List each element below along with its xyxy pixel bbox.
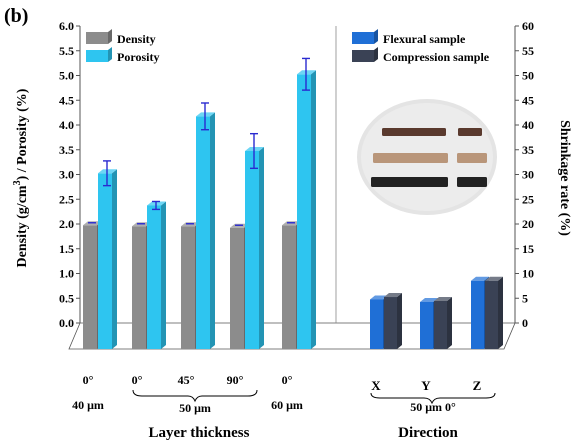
right-tick-label: 45 — [522, 93, 534, 107]
right-group-brace — [370, 392, 496, 405]
right-tick-label: 55 — [522, 44, 534, 58]
sample-photo — [357, 99, 497, 215]
left-tick-label: 0.0 — [59, 316, 74, 330]
legend-flexural-swatch — [352, 32, 374, 44]
right-tick-label: 10 — [522, 267, 534, 281]
compression-bar-top — [384, 293, 402, 298]
right-tick-label: 25 — [522, 192, 534, 206]
flexural-bar — [471, 280, 484, 349]
compression-bar — [485, 280, 498, 349]
compression-bar-top — [434, 296, 452, 301]
left-tick-label: 2.5 — [59, 192, 74, 206]
left-tick-label: 5.5 — [59, 44, 74, 58]
legend-porosity-swatch — [86, 50, 108, 62]
legend-flexural-label: Flexural sample — [383, 32, 466, 46]
left-x-axis-title: Layer thickness — [149, 425, 250, 441]
category-sublabel: 60 μm — [271, 398, 303, 412]
category-label: 0° — [83, 373, 94, 387]
right-axis-title: Shrinkage rate (%) — [557, 120, 572, 236]
porosity-bar — [245, 151, 259, 349]
category-sublabel: 40 μm — [72, 398, 104, 412]
right-tick-label: 5 — [522, 291, 528, 305]
left-tick-label: 6.0 — [59, 19, 74, 33]
direction-label: Y — [421, 378, 431, 393]
panel-label: (b) — [4, 5, 28, 27]
density-bar — [181, 226, 195, 349]
left-tick-label: 3.0 — [59, 168, 74, 182]
compression-bar-top — [485, 276, 503, 281]
category-label: 0° — [282, 373, 293, 387]
right-tick-label: 30 — [522, 168, 534, 182]
direction-label: Z — [473, 378, 482, 393]
direction-label: X — [371, 378, 381, 393]
category-label: 0° — [132, 373, 143, 387]
category-label: 90° — [227, 373, 244, 387]
compression-bar-side — [397, 293, 402, 349]
left-tick-label: 4.0 — [59, 118, 74, 132]
right-tick-label: 20 — [522, 217, 534, 231]
legend-porosity-swatch-side — [108, 47, 112, 62]
compression-bar — [384, 297, 397, 349]
left-group-brace — [132, 389, 258, 403]
flexural-bar-top — [420, 297, 438, 302]
legend-density-swatch — [86, 32, 108, 44]
left-tick-label: 2.0 — [59, 217, 74, 231]
legend-porosity-label: Porosity — [117, 50, 159, 64]
flexural-bar — [370, 299, 383, 349]
right-x-axis-title: Direction — [398, 425, 458, 441]
flexural-bar-top — [471, 276, 489, 281]
porosity-bar-side — [161, 201, 166, 349]
porosity-bar-side — [311, 70, 316, 350]
right-tick-label: 15 — [522, 242, 534, 256]
density-bar — [83, 225, 97, 349]
left-axis-title: Density (g/cm3) / Porosity (%) — [12, 88, 30, 267]
compression-bar-side — [498, 276, 503, 349]
left-tick-label: 1.0 — [59, 267, 74, 281]
porosity-bar — [196, 116, 210, 349]
density-bar — [230, 227, 244, 349]
porosity-bar-side — [112, 169, 117, 349]
right-tick-label: 35 — [522, 143, 534, 157]
right-tick-label: 0 — [522, 316, 528, 330]
left-tick-label: 3.5 — [59, 143, 74, 157]
left-tick-label: 5.0 — [59, 69, 74, 83]
flexural-bar — [420, 301, 433, 349]
category-label: 45° — [178, 373, 195, 387]
legend-density-swatch-side — [108, 29, 112, 44]
density-bar — [282, 225, 296, 349]
legend-density-label: Density — [117, 32, 156, 46]
left-tick-label: 4.5 — [59, 93, 74, 107]
density-bar — [132, 226, 146, 349]
porosity-bar-side — [259, 147, 264, 349]
porosity-bar — [98, 173, 112, 349]
legend-flexural-swatch-side — [374, 29, 378, 44]
compression-bar — [434, 300, 447, 349]
right-tick-label: 60 — [522, 19, 534, 33]
right-tick-label: 50 — [522, 69, 534, 83]
right-tick-label: 40 — [522, 118, 534, 132]
porosity-bar — [147, 205, 161, 349]
porosity-bar — [297, 74, 311, 350]
legend-compression-swatch — [352, 50, 374, 62]
compression-bar-side — [447, 296, 452, 349]
left-group-label: 50 μm — [179, 401, 211, 415]
left-tick-label: 0.5 — [59, 291, 74, 305]
porosity-bar-side — [210, 112, 215, 349]
left-tick-label: 1.5 — [59, 242, 74, 256]
legend-compression-swatch-side — [374, 47, 378, 62]
flexural-bar-top — [370, 295, 388, 300]
legend-compression-label: Compression sample — [383, 50, 490, 64]
right-group-label: 50 μm 0° — [410, 400, 456, 414]
